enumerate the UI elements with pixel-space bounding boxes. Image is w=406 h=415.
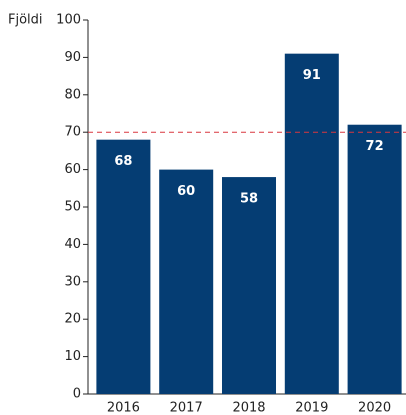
y-axis-label: Fjöldi: [8, 13, 43, 28]
y-tick-label: 10: [64, 349, 81, 364]
value-label: 60: [177, 184, 195, 199]
value-label: 91: [303, 68, 321, 83]
x-tick-label: 2020: [358, 401, 391, 415]
y-tick-label: 0: [73, 387, 81, 402]
y-tick-label: 70: [64, 125, 81, 140]
y-tick-label: 60: [64, 162, 81, 177]
x-tick-label: 2018: [232, 401, 265, 415]
bar: [347, 124, 402, 394]
bar: [159, 169, 214, 394]
y-tick-label: 30: [64, 274, 81, 289]
x-tick-label: 2016: [107, 401, 140, 415]
x-tick-label: 2019: [295, 401, 328, 415]
value-label: 72: [366, 139, 384, 154]
value-label: 58: [240, 192, 258, 207]
y-tick-label: 20: [64, 312, 81, 327]
bar: [221, 177, 277, 394]
value-label: 68: [114, 154, 132, 169]
y-tick-label: 50: [64, 200, 81, 215]
y-tick-label: 40: [64, 237, 81, 252]
bar: [284, 53, 339, 394]
x-tick-label: 2017: [170, 401, 203, 415]
y-tick-label: 100: [56, 13, 81, 28]
y-tick-label: 90: [64, 50, 81, 65]
y-tick-label: 80: [64, 87, 81, 102]
bar: [96, 139, 151, 394]
